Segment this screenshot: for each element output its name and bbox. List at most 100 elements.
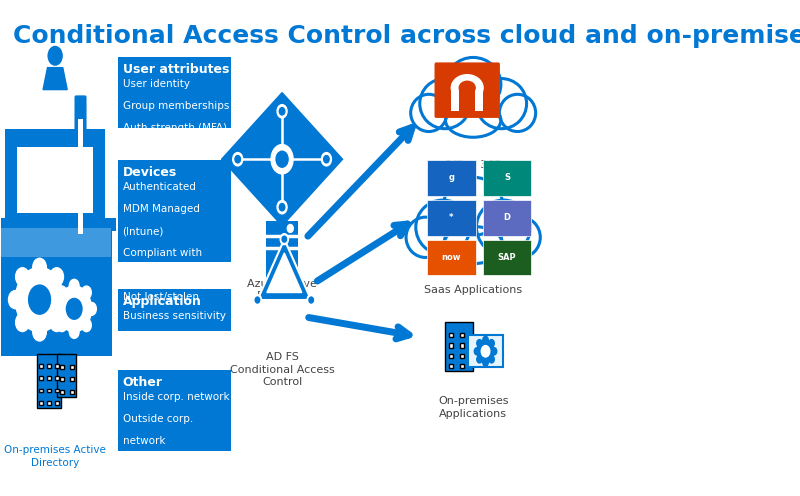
FancyBboxPatch shape	[5, 129, 106, 222]
Circle shape	[279, 203, 285, 211]
Ellipse shape	[410, 94, 447, 131]
Circle shape	[280, 234, 289, 245]
Text: *: *	[449, 213, 454, 222]
FancyBboxPatch shape	[460, 354, 464, 358]
Text: Devices: Devices	[33, 258, 77, 268]
Circle shape	[474, 348, 480, 355]
Text: Conditional Access Control across cloud and on-premises: Conditional Access Control across cloud …	[14, 24, 800, 48]
FancyBboxPatch shape	[37, 354, 61, 408]
Text: Business sensitivity: Business sensitivity	[122, 310, 226, 320]
FancyBboxPatch shape	[74, 95, 86, 257]
FancyBboxPatch shape	[266, 221, 298, 281]
Circle shape	[235, 156, 241, 163]
Text: Your Apps: Your Apps	[28, 344, 82, 354]
Text: Auth strength (MFA): Auth strength (MFA)	[122, 123, 226, 132]
Circle shape	[277, 105, 287, 118]
FancyBboxPatch shape	[60, 377, 64, 381]
Circle shape	[489, 356, 494, 363]
Circle shape	[255, 297, 260, 303]
Text: User attributes: User attributes	[122, 63, 229, 76]
Circle shape	[29, 285, 50, 314]
Circle shape	[254, 295, 262, 306]
Circle shape	[82, 319, 91, 332]
FancyBboxPatch shape	[434, 62, 500, 118]
FancyBboxPatch shape	[427, 160, 475, 196]
Text: Outside corp.: Outside corp.	[122, 414, 193, 424]
FancyBboxPatch shape	[39, 401, 43, 405]
Text: Authenticated: Authenticated	[122, 183, 197, 192]
FancyBboxPatch shape	[449, 333, 453, 337]
FancyBboxPatch shape	[459, 88, 475, 111]
FancyBboxPatch shape	[460, 343, 464, 348]
FancyBboxPatch shape	[449, 354, 453, 358]
Circle shape	[279, 108, 285, 115]
Circle shape	[57, 291, 70, 309]
Polygon shape	[222, 93, 342, 226]
FancyBboxPatch shape	[55, 364, 58, 368]
FancyBboxPatch shape	[70, 390, 74, 394]
FancyBboxPatch shape	[451, 88, 483, 111]
Ellipse shape	[446, 103, 501, 137]
Text: network: network	[122, 435, 165, 446]
FancyBboxPatch shape	[449, 364, 453, 368]
Text: On-premises Active
Directory: On-premises Active Directory	[4, 445, 106, 468]
Text: SAP: SAP	[498, 253, 516, 262]
Circle shape	[15, 267, 64, 332]
FancyBboxPatch shape	[47, 364, 51, 368]
FancyBboxPatch shape	[460, 364, 464, 368]
Text: Azure Active
Directory: Azure Active Directory	[247, 279, 317, 301]
Text: Group memberships: Group memberships	[122, 101, 229, 111]
Circle shape	[82, 286, 91, 299]
Ellipse shape	[477, 200, 530, 254]
Circle shape	[483, 336, 488, 344]
Ellipse shape	[499, 94, 536, 131]
Text: Other: Other	[122, 376, 162, 389]
Ellipse shape	[406, 217, 445, 257]
Text: D: D	[503, 213, 510, 222]
Circle shape	[287, 225, 294, 233]
Ellipse shape	[476, 78, 526, 128]
Circle shape	[307, 295, 315, 306]
Circle shape	[483, 359, 488, 366]
Circle shape	[57, 286, 91, 332]
Text: User identity: User identity	[122, 79, 190, 89]
FancyBboxPatch shape	[118, 160, 231, 261]
Circle shape	[477, 340, 494, 363]
Ellipse shape	[443, 177, 503, 236]
Circle shape	[322, 153, 331, 166]
Text: S: S	[504, 173, 510, 183]
Text: Risk profile: Risk profile	[122, 458, 181, 468]
FancyBboxPatch shape	[118, 57, 231, 128]
FancyBboxPatch shape	[17, 147, 94, 213]
Ellipse shape	[502, 217, 540, 257]
FancyBboxPatch shape	[70, 365, 74, 369]
Circle shape	[271, 144, 293, 174]
Circle shape	[277, 200, 287, 214]
Ellipse shape	[451, 75, 483, 101]
Text: (Intune): (Intune)	[122, 226, 164, 236]
Ellipse shape	[443, 227, 503, 264]
Circle shape	[50, 313, 63, 331]
Circle shape	[86, 303, 96, 315]
Text: Devices: Devices	[122, 167, 177, 180]
Text: Not lost/stolen: Not lost/stolen	[122, 292, 198, 302]
Text: polices: polices	[122, 270, 159, 280]
Circle shape	[309, 297, 314, 303]
FancyBboxPatch shape	[39, 376, 43, 380]
Text: now: now	[442, 253, 461, 262]
Text: On-premises
Applications: On-premises Applications	[438, 396, 509, 419]
Ellipse shape	[446, 58, 501, 111]
Circle shape	[16, 313, 29, 331]
Circle shape	[9, 291, 22, 309]
Circle shape	[477, 340, 482, 347]
FancyBboxPatch shape	[47, 376, 51, 380]
FancyBboxPatch shape	[39, 388, 43, 392]
Circle shape	[233, 153, 242, 166]
FancyBboxPatch shape	[0, 218, 116, 231]
Text: g: g	[448, 173, 454, 183]
FancyBboxPatch shape	[449, 343, 453, 348]
Polygon shape	[43, 67, 67, 90]
Ellipse shape	[459, 81, 475, 94]
Text: Inside corp. network: Inside corp. network	[122, 392, 230, 402]
FancyBboxPatch shape	[460, 333, 464, 337]
